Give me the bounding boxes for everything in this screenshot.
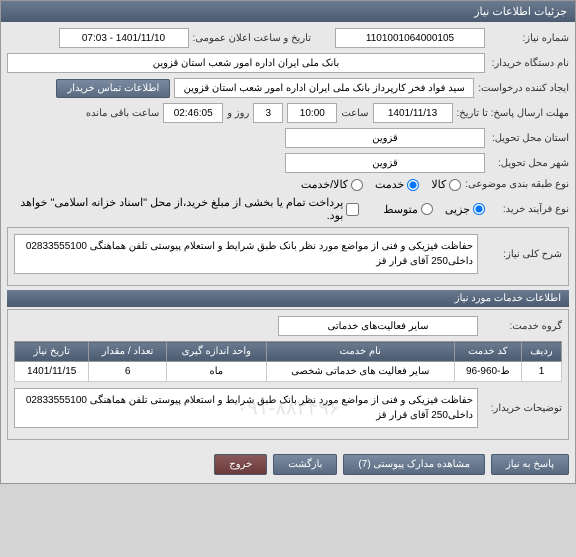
- announce-label: تاریخ و ساعت اعلان عمومی:: [193, 33, 312, 44]
- radio-both-label: کالا/خدمت: [301, 178, 348, 191]
- radio-small-input[interactable]: [473, 203, 485, 215]
- desc-label: شرح کلی نیاز:: [482, 249, 562, 260]
- radio-goods[interactable]: کالا: [431, 178, 461, 191]
- pay-checkbox-item[interactable]: پرداخت تمام یا بخشی از مبلغ خرید،از محل …: [7, 196, 359, 222]
- province-label: استان محل تحویل:: [489, 133, 569, 144]
- row-deadline: مهلت ارسال پاسخ: تا تاریخ: ساعت روز و سا…: [7, 103, 569, 123]
- category-label: نوع طبقه بندی موضوعی:: [465, 179, 569, 190]
- respond-button[interactable]: پاسخ به نیاز: [491, 454, 569, 475]
- radio-medium-input[interactable]: [421, 203, 433, 215]
- process-label: نوع فرآیند خرید:: [489, 204, 569, 215]
- row-city: شهر محل تحویل:: [7, 153, 569, 173]
- th-date: تاریخ نیاز: [15, 342, 89, 362]
- pay-checkbox-label: پرداخت تمام یا بخشی از مبلغ خرید،از محل …: [7, 196, 343, 222]
- radio-medium[interactable]: متوسط: [383, 203, 433, 216]
- window-titlebar: جزئیات اطلاعات نیاز: [1, 1, 575, 22]
- attachments-button[interactable]: مشاهده مدارک پیوستی (7): [343, 454, 485, 475]
- process-radio-group: جزیی متوسط: [383, 203, 485, 216]
- row-group: گروه خدمت:: [14, 316, 562, 336]
- td-name: سایر فعالیت های خدماتی شخصی: [266, 362, 454, 382]
- hour-label: ساعت: [341, 108, 368, 119]
- deadline-label: مهلت ارسال پاسخ: تا تاریخ:: [457, 108, 569, 119]
- remaining-label: ساعت باقی مانده: [86, 108, 159, 119]
- row-need-number: شماره نیاز: تاریخ و ساعت اعلان عمومی:: [7, 28, 569, 48]
- need-number-label: شماره نیاز:: [489, 33, 569, 44]
- th-qty: تعداد / مقدار: [89, 342, 166, 362]
- radio-goods-label: کالا: [431, 178, 446, 191]
- creator-input[interactable]: [174, 78, 474, 98]
- row-process: نوع فرآیند خرید: جزیی متوسط پرداخت تمام …: [7, 196, 569, 222]
- row-buyer: نام دستگاه خریدار:: [7, 53, 569, 73]
- window-title: جزئیات اطلاعات نیاز: [474, 6, 567, 18]
- radio-small[interactable]: جزیی: [445, 203, 485, 216]
- desc-textarea[interactable]: حفاظت فیزیکی و فنی از مواضع مورد نظر بان…: [14, 234, 478, 274]
- section2-header: اطلاعات خدمات مورد نیاز: [7, 290, 569, 307]
- table-header-row: ردیف کد خدمت نام خدمت واحد اندازه گیری ت…: [15, 342, 562, 362]
- need-number-input[interactable]: [335, 28, 485, 48]
- th-name: نام خدمت: [266, 342, 454, 362]
- radio-service-label: خدمت: [375, 178, 404, 191]
- category-radio-group: کالا خدمت کالا/خدمت: [301, 178, 461, 191]
- td-code: ط-960-96: [454, 362, 521, 382]
- td-unit: ماه: [166, 362, 266, 382]
- exit-button[interactable]: خروج: [214, 454, 267, 475]
- city-label: شهر محل تحویل:: [489, 158, 569, 169]
- province-input[interactable]: [285, 128, 485, 148]
- city-input[interactable]: [285, 153, 485, 173]
- content-area: شماره نیاز: تاریخ و ساعت اعلان عمومی: نا…: [1, 22, 575, 446]
- group-input[interactable]: [278, 316, 478, 336]
- td-qty: 6: [89, 362, 166, 382]
- group-label: گروه خدمت:: [482, 321, 562, 332]
- services-table: ردیف کد خدمت نام خدمت واحد اندازه گیری ت…: [14, 341, 562, 382]
- day-label: روز و: [227, 108, 249, 119]
- row-category: نوع طبقه بندی موضوعی: کالا خدمت کالا/خدم…: [7, 178, 569, 191]
- row-province: استان محل تحویل:: [7, 128, 569, 148]
- contact-button[interactable]: اطلاعات تماس خریدار: [56, 79, 170, 98]
- row-desc: شرح کلی نیاز: حفاظت فیزیکی و فنی از مواض…: [14, 234, 562, 274]
- radio-service[interactable]: خدمت: [375, 178, 419, 191]
- buyer-input[interactable]: [7, 53, 485, 73]
- td-date: 1401/11/15: [15, 362, 89, 382]
- deadline-date-input[interactable]: [373, 103, 453, 123]
- bottom-button-bar: پاسخ به نیاز مشاهده مدارک پیوستی (7) باز…: [1, 446, 575, 483]
- radio-goods-input[interactable]: [449, 179, 461, 191]
- radio-small-label: جزیی: [445, 203, 470, 216]
- radio-both[interactable]: کالا/خدمت: [301, 178, 363, 191]
- row-buyer-notes: توضیحات خریدار: حفاظت فیزیکی و فنی از مو…: [14, 388, 562, 428]
- pay-checkbox-input[interactable]: [346, 203, 359, 216]
- th-unit: واحد اندازه گیری: [166, 342, 266, 362]
- td-idx: 1: [521, 362, 561, 382]
- desc-box: شرح کلی نیاز: حفاظت فیزیکی و فنی از مواض…: [7, 227, 569, 286]
- section2-box: گروه خدمت: ردیف کد خدمت نام خدمت واحد ان…: [7, 309, 569, 440]
- th-code: کد خدمت: [454, 342, 521, 362]
- deadline-hour-input[interactable]: [287, 103, 337, 123]
- radio-both-input[interactable]: [351, 179, 363, 191]
- main-window: جزئیات اطلاعات نیاز شماره نیاز: تاریخ و …: [0, 0, 576, 484]
- buyer-label: نام دستگاه خریدار:: [489, 58, 569, 69]
- remaining-time-input[interactable]: [163, 103, 223, 123]
- creator-label: ایجاد کننده درخواست:: [478, 83, 569, 94]
- radio-medium-label: متوسط: [383, 203, 418, 216]
- buyer-notes-label: توضیحات خریدار:: [482, 403, 562, 414]
- back-button[interactable]: بازگشت: [273, 454, 337, 475]
- announce-input[interactable]: [59, 28, 189, 48]
- th-row: ردیف: [521, 342, 561, 362]
- row-creator: ایجاد کننده درخواست: اطلاعات تماس خریدار: [7, 78, 569, 98]
- radio-service-input[interactable]: [407, 179, 419, 191]
- buyer-notes-textarea[interactable]: حفاظت فیزیکی و فنی از مواضع مورد نظر بان…: [14, 388, 478, 428]
- days-remaining-input[interactable]: [253, 103, 283, 123]
- table-row[interactable]: 1 ط-960-96 سایر فعالیت های خدماتی شخصی م…: [15, 362, 562, 382]
